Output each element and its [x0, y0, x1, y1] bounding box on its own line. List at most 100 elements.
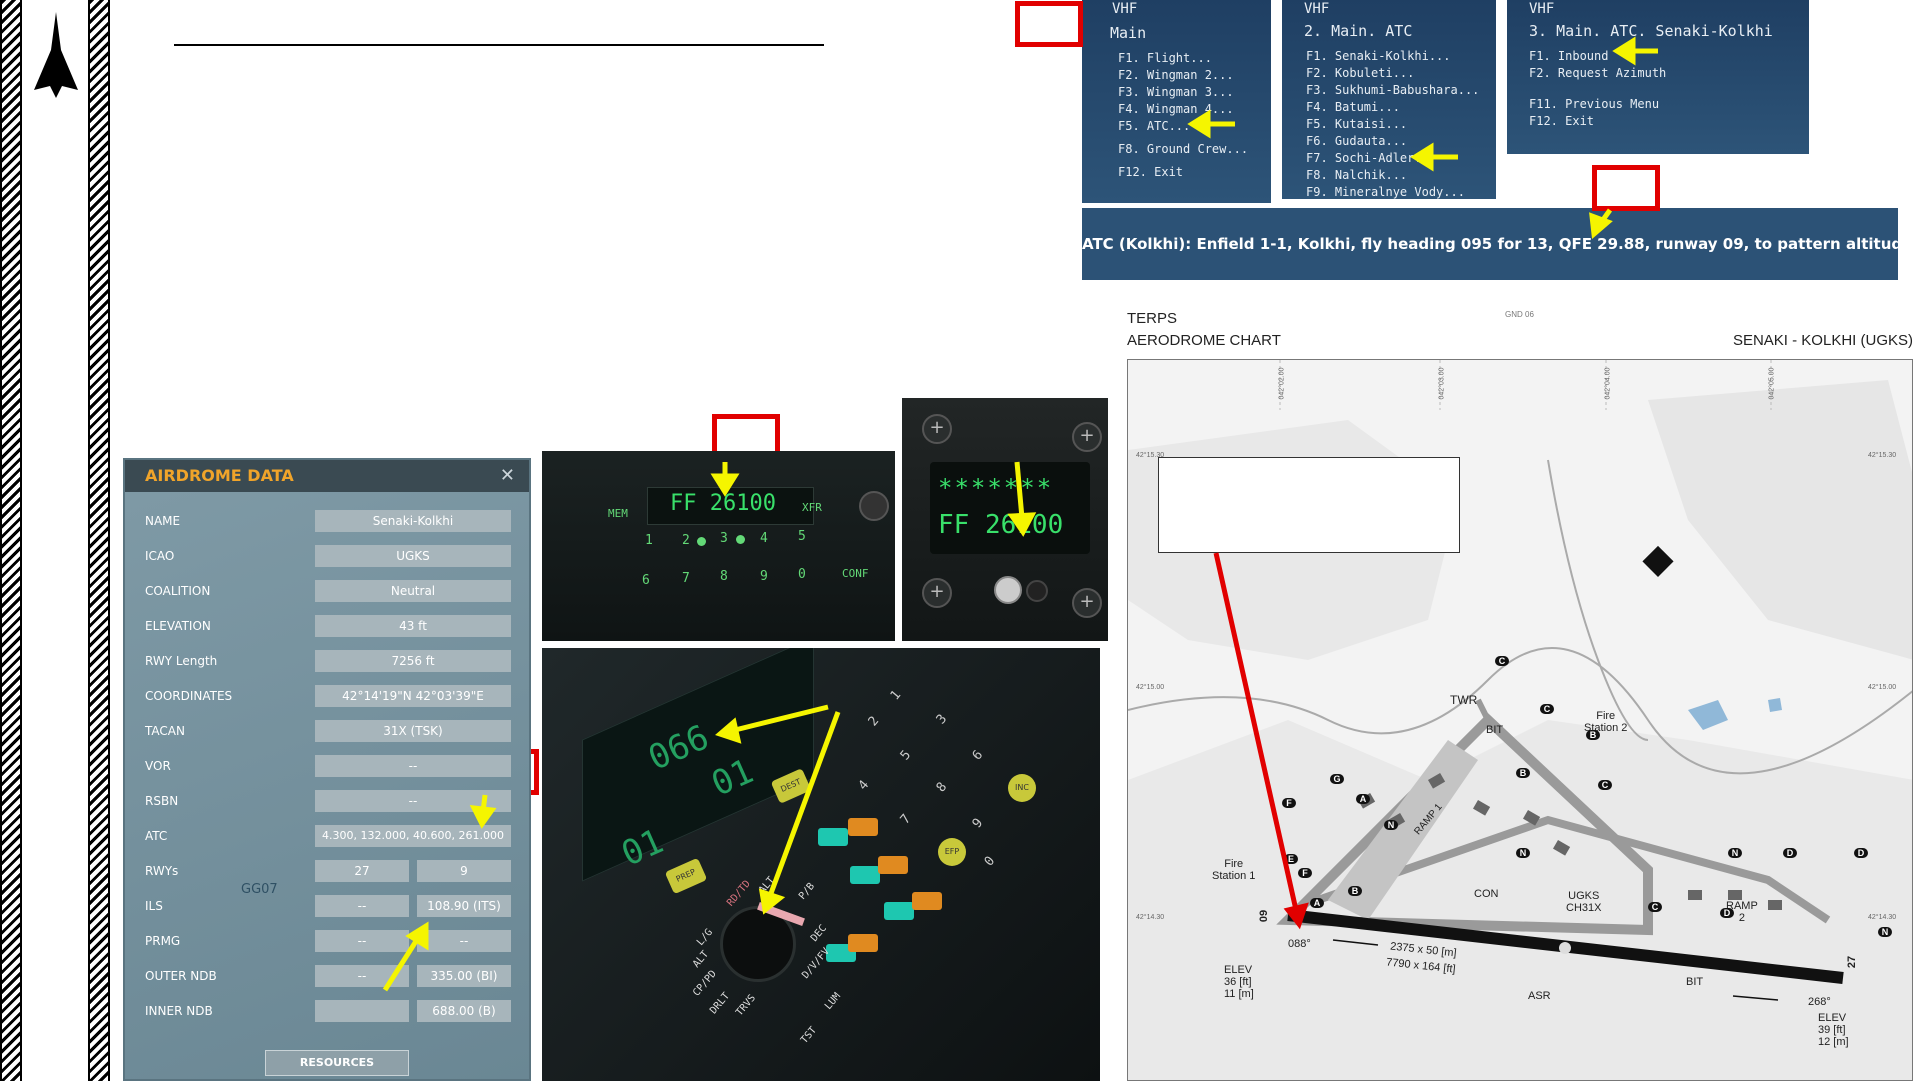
menu-item-sukhumi[interactable]: F3. Sukhumi-Babushara...	[1306, 83, 1480, 97]
keypad-key-1[interactable]: 1	[887, 687, 905, 704]
keypad-key-3[interactable]: 3	[933, 711, 951, 728]
taxiway-label: N	[1384, 820, 1398, 830]
row-label: COORDINATES	[145, 689, 233, 703]
atc-message-bar: ATC (Kolkhi): Enfield 1-1, Kolkhi, fly h…	[1082, 208, 1898, 280]
keypad-key-6[interactable]: 6	[969, 747, 987, 764]
knob-label: RD/TD	[725, 878, 753, 909]
chart-airport: SENAKI - KOLKHI (UGKS)	[1732, 332, 1913, 349]
keypad-key-9[interactable]: 9	[969, 815, 987, 832]
display-line-1: *******	[938, 474, 1054, 502]
atc-message-text: ATC (Kolkhi): Enfield 1-1, Kolkhi, fly h…	[1082, 235, 1898, 253]
keypad-key-5[interactable]: 5	[897, 747, 915, 764]
chart-callout-box	[1158, 457, 1460, 553]
key-7[interactable]: 7	[682, 571, 690, 586]
xfr-button[interactable]: XFR	[802, 501, 822, 514]
row-label: RSBN	[145, 794, 179, 808]
key-3[interactable]: 3	[720, 531, 728, 546]
row-label: RWYs	[145, 864, 179, 878]
airdrome-row-coalition: COALITION Neutral	[125, 576, 529, 606]
menu-item-nalchik[interactable]: F8. Nalchik...	[1306, 168, 1408, 182]
indicator-dot	[736, 535, 745, 544]
screw-icon: +	[922, 578, 952, 608]
row-label: OUTER NDB	[145, 969, 217, 983]
chart-title: AERODROME CHART	[1127, 332, 1281, 349]
close-icon[interactable]: ✕	[499, 465, 515, 486]
aerodrome-chart: TERPS AERODROME CHART SENAKI - KOLKHI (U…	[1127, 310, 1913, 1081]
knob-label: CP/PD	[691, 968, 719, 999]
lon-tick: 042°05.00	[1768, 367, 1776, 400]
lat-tick: 42°15.00	[1136, 684, 1165, 691]
grid-label: GG07	[241, 882, 278, 897]
menu-item-ground-crew[interactable]: F8. Ground Crew...	[1118, 142, 1249, 156]
status-light	[818, 828, 848, 846]
row-label: NAME	[145, 514, 181, 528]
key-1[interactable]: 1	[645, 533, 653, 548]
mem-button[interactable]: MEM	[608, 507, 628, 520]
chart-header-code: GND 06	[1505, 310, 1534, 319]
menu-item-exit[interactable]: F12. Exit	[1118, 165, 1184, 179]
right-hatch-bar	[88, 0, 110, 1081]
keypad-key-4[interactable]: 4	[855, 777, 873, 794]
inc-button[interactable]: INC	[1008, 774, 1036, 802]
key-8[interactable]: 8	[720, 569, 728, 584]
menu-item-wingman-2[interactable]: F2. Wingman 2...	[1118, 68, 1234, 82]
efp-button[interactable]: EFP	[938, 838, 966, 866]
airdrome-row-tacan: TACAN 31X (TSK)	[125, 716, 529, 746]
taxiway-label: G	[1330, 774, 1344, 784]
row-value: 43 ft	[315, 615, 511, 637]
lat-tick: 42°15.30	[1868, 452, 1897, 459]
menu-item-request-azimuth[interactable]: F2. Request Azimuth	[1529, 66, 1667, 80]
keypad-key-0[interactable]: 0	[981, 853, 999, 870]
lat-tick: 42°14.30	[1136, 914, 1165, 921]
title-underline	[174, 44, 824, 46]
lat-tick: 42°14.30	[1868, 914, 1897, 921]
knob-icon[interactable]	[994, 576, 1022, 604]
knob-icon[interactable]	[1026, 580, 1048, 602]
taxiway-label: F	[1282, 798, 1296, 808]
menu-item-wingman-3[interactable]: F3. Wingman 3...	[1118, 85, 1234, 99]
menu-item-previous-menu[interactable]: F11. Previous Menu	[1529, 97, 1660, 111]
menu-item-inbound[interactable]: F1. Inbound	[1529, 49, 1609, 63]
key-2[interactable]: 2	[682, 533, 690, 548]
nav-display-window	[582, 648, 814, 882]
airdrome-row-atc: ATC 4.300, 132.000, 40.600, 261.000	[125, 821, 529, 851]
menu-item-kutaisi[interactable]: F5. Kutaisi...	[1306, 117, 1408, 131]
row-label: INNER NDB	[145, 1004, 213, 1018]
row-value-left: --	[315, 895, 409, 917]
menu-item-atc[interactable]: F5. ATC...	[1118, 119, 1191, 133]
prep-button[interactable]: PREP	[664, 857, 708, 895]
taxiway-label: F	[1298, 868, 1312, 878]
menu-item-gudauta[interactable]: F6. Gudauta...	[1306, 134, 1408, 148]
menu-item-kobuleti[interactable]: F2. Kobuleti...	[1306, 66, 1415, 80]
key-5[interactable]: 5	[798, 529, 806, 544]
lon-tick: 042°03.00	[1438, 367, 1446, 400]
row-label: ICAO	[145, 549, 175, 563]
vhf-subtitle: Main	[1110, 24, 1147, 42]
key-6[interactable]: 6	[642, 573, 650, 588]
knob-label: P/B	[797, 881, 818, 902]
menu-item-flight[interactable]: F1. Flight...	[1118, 51, 1212, 65]
twr-label: TWR	[1450, 693, 1478, 707]
airdrome-row-elevation: ELEVATION 43 ft	[125, 611, 529, 641]
knob-icon[interactable]	[859, 491, 889, 521]
menu-item-wingman-4[interactable]: F4. Wingman 4...	[1118, 102, 1234, 116]
row-value-left: 27	[315, 860, 409, 882]
key-4[interactable]: 4	[760, 531, 768, 546]
row-label: ATC	[145, 829, 168, 843]
taxiway-label: C	[1648, 902, 1662, 912]
menu-item-sochi[interactable]: F7. Sochi-Adler...	[1306, 151, 1437, 165]
menu-item-exit[interactable]: F12. Exit	[1529, 114, 1595, 128]
resources-button[interactable]: RESOURCES	[265, 1050, 409, 1076]
key-9[interactable]: 9	[760, 569, 768, 584]
elevation-right: ELEV 39 [ft] 12 [m]	[1818, 1012, 1849, 1048]
keypad-key-7[interactable]: 7	[897, 811, 915, 828]
menu-item-senaki[interactable]: F1. Senaki-Kolkhi...	[1306, 49, 1451, 63]
airdrome-row-name: NAME Senaki-Kolkhi	[125, 506, 529, 536]
conf-button[interactable]: CONF	[842, 567, 869, 580]
menu-item-mineralnye[interactable]: F9. Mineralnye Vody...	[1306, 185, 1465, 199]
keypad-key-8[interactable]: 8	[933, 779, 951, 796]
keypad-key-2[interactable]: 2	[865, 713, 883, 730]
status-light	[878, 856, 908, 874]
key-0[interactable]: 0	[798, 567, 806, 582]
menu-item-batumi[interactable]: F4. Batumi...	[1306, 100, 1400, 114]
